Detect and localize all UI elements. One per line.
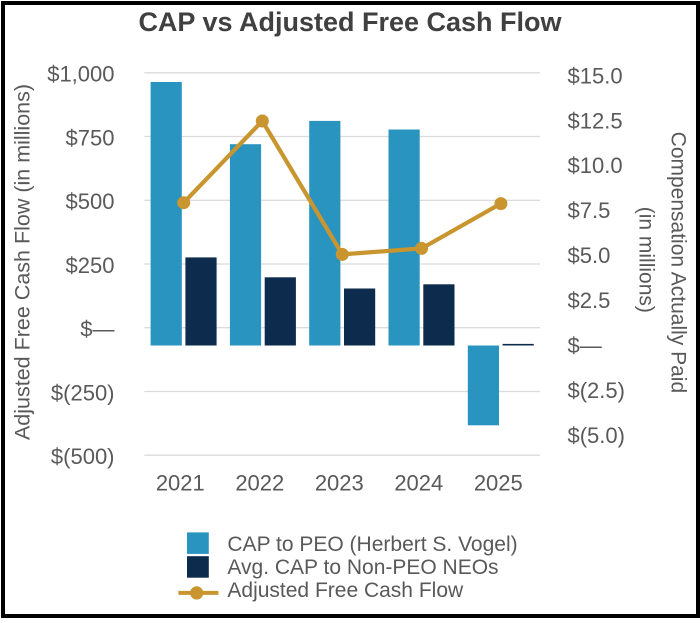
svg-text:$12.5: $12.5 [568, 108, 623, 133]
svg-text:2024: 2024 [394, 470, 443, 495]
svg-text:$250: $250 [66, 253, 115, 278]
svg-text:2021: 2021 [156, 470, 205, 495]
svg-text:2022: 2022 [235, 470, 284, 495]
svg-text:$(500): $(500) [51, 444, 115, 469]
svg-text:Adjusted Free Cash Flow: Adjusted Free Cash Flow [227, 579, 464, 602]
svg-text:$(5.0): $(5.0) [568, 423, 625, 448]
svg-text:$—: $— [568, 333, 602, 358]
svg-text:Adjusted Free Cash Flow (in mi: Adjusted Free Cash Flow (in millions) [11, 84, 35, 440]
svg-text:(in millions): (in millions) [635, 207, 658, 313]
svg-text:$10.0: $10.0 [568, 153, 623, 178]
svg-text:2023: 2023 [315, 470, 364, 495]
svg-text:CAP to PEO (Herbert S. Vogel): CAP to PEO (Herbert S. Vogel) [227, 533, 517, 556]
svg-text:$2.5: $2.5 [568, 288, 611, 313]
svg-text:$7.5: $7.5 [568, 198, 611, 223]
svg-text:CAP vs Adjusted Free Cash Flow: CAP vs Adjusted Free Cash Flow [138, 7, 562, 37]
svg-text:Avg. CAP to Non-PEO NEOs: Avg. CAP to Non-PEO NEOs [227, 556, 498, 579]
svg-text:$(250): $(250) [51, 380, 115, 405]
svg-text:$15.0: $15.0 [568, 63, 623, 88]
svg-text:Compensation Actually Paid: Compensation Actually Paid [667, 132, 690, 394]
svg-text:$—: $— [80, 317, 114, 342]
svg-text:$1,000: $1,000 [47, 62, 114, 87]
svg-text:2025: 2025 [474, 470, 523, 495]
svg-text:$(2.5): $(2.5) [568, 378, 625, 403]
svg-text:$750: $750 [66, 125, 115, 150]
svg-text:$5.0: $5.0 [568, 243, 611, 268]
svg-text:$500: $500 [66, 189, 115, 214]
